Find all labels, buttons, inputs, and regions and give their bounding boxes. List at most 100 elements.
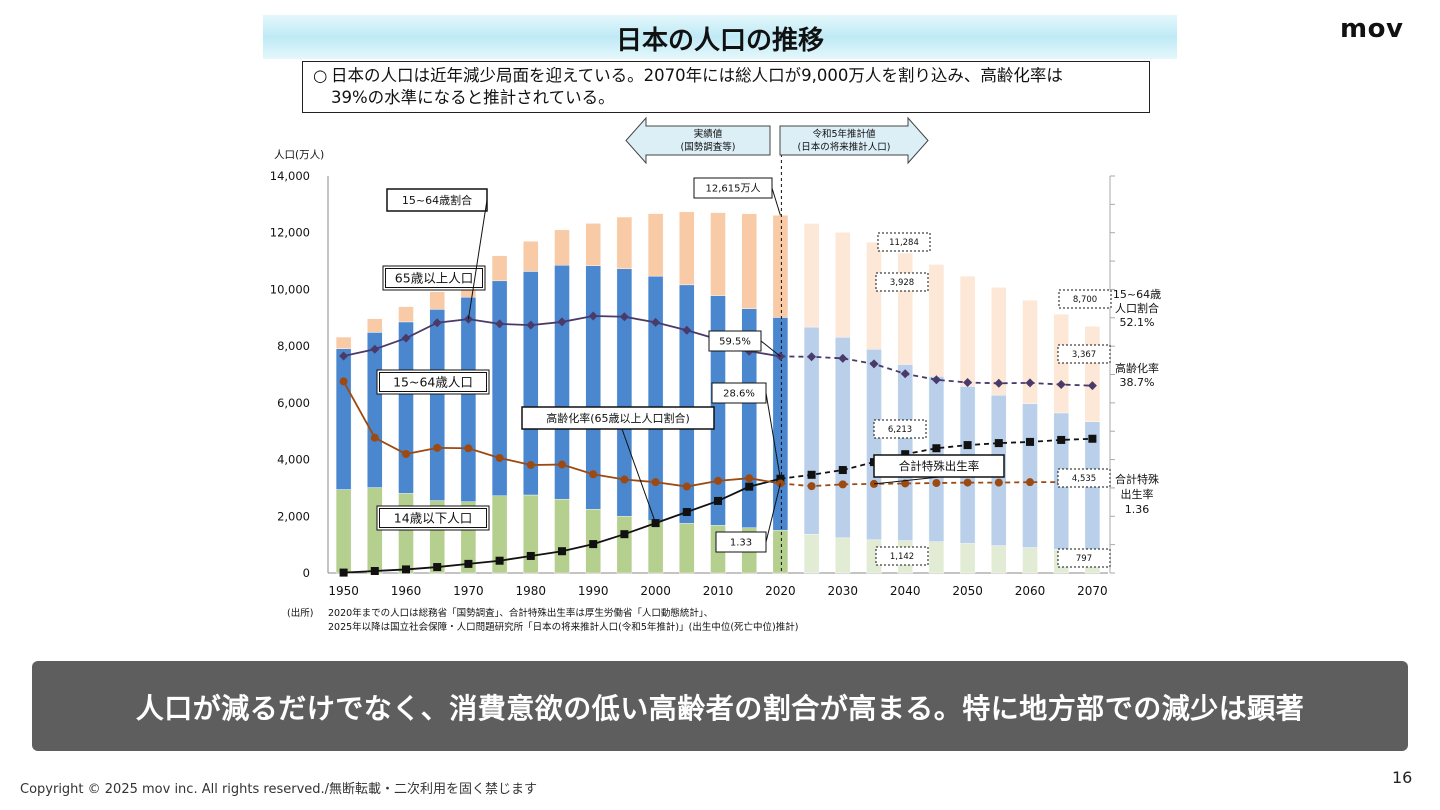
y-tick-label: 2,000 [277,509,310,523]
working-2040-label: 6,213 [888,425,912,435]
total-2070-label: 8,700 [1073,295,1097,305]
aging-2020-leader-line [765,392,781,479]
summary-line-1: 日本の人口は近年減少局面を迎えている。2070年には総人口が9,000万人を割り… [331,66,1063,85]
aging-name-label-box [521,406,715,430]
aging-rate-point [901,450,910,459]
ratio-15-64-point [432,318,442,328]
tfr-point [901,479,910,488]
tfr-point [433,443,442,452]
tfr-point [807,482,816,491]
x-tick-label: 2040 [890,584,921,598]
ratio-15-64-point [1056,379,1066,389]
tfr-point [1026,478,1034,487]
aging-rate-point [963,441,972,450]
ratio-15-64-point [682,325,692,335]
bar-working [772,317,789,531]
bar-young [1022,547,1038,574]
bar-elderly [803,223,820,328]
bar-elderly [928,264,945,377]
tfr-leader-line [873,476,940,485]
elderly-2070-label-box [1057,344,1111,364]
aging-2020-label: 28.6% [723,389,755,400]
tfr-point [526,461,535,469]
tfr-point [464,444,473,453]
bar-young [398,493,414,574]
copyright: Copyright © 2025 mov inc. All rights res… [20,782,538,797]
ratio-15-64-point [994,378,1004,388]
tfr-point [932,479,941,488]
tfr-point [963,478,972,487]
aging-rate-point [495,556,504,565]
young-name-label-inner-box [379,508,487,528]
y-tick-label: 14,000 [270,169,310,183]
bar-elderly [710,212,726,296]
bar-elderly [772,215,789,318]
bar-elderly [897,252,913,365]
bar-working [335,348,352,490]
bar-elderly [1022,300,1038,404]
tfr-point [370,433,379,442]
message-banner: 人口が減るだけでなく、消費意欲の低い高齢者の割合が高まる。特に地方部での減少は顕… [32,661,1408,751]
total-2070-label-box [1058,289,1112,309]
aging-leader-line [621,428,657,524]
x-tick-label: 2060 [1015,584,1046,598]
aging-rate-point [589,540,598,549]
page-number: 16 [1392,768,1413,787]
bar-working [367,332,383,488]
elderly-name-label-box [382,265,486,291]
source-line-2: 2025年以降は国立社会保障・人口問題研究所「日本の将来推計人口(令和5年推計)… [328,621,798,633]
bar-elderly [679,211,695,286]
y-tick-label: 12,000 [270,226,310,240]
aging-rate-point [1026,437,1034,446]
ratio-15-64-point [651,317,661,327]
ratio-leader-line [467,199,488,320]
bar-young [554,498,570,574]
working-2070-label-box [1057,468,1111,488]
tfr-point [495,453,504,462]
tfr-point [745,474,754,483]
bar-elderly [585,223,601,266]
aging-rate-line-projection [780,437,1093,480]
young-name-label-box [376,505,490,531]
bar-young [679,523,695,574]
actual-sub-label: (国勢調査等) [681,141,736,153]
tfr-2020-label: 1.33 [730,538,752,549]
x-tick-label: 2020 [765,584,796,598]
working-name-label-inner-box [379,372,487,392]
ratio-15-64-point [931,375,941,385]
elderly-2070-label: 3,367 [1072,350,1096,360]
x-tick-label: 2050 [952,584,983,598]
aging-rate-point [526,551,535,560]
bar-working [429,309,445,501]
ratio-15-64-point [495,319,505,329]
ratio-15-64-point [963,378,973,388]
aging-rate-point [1057,435,1066,444]
young-2040-label: 1,142 [890,552,914,562]
ratio-2020-label: 59.5% [719,337,751,348]
bar-young [616,516,633,574]
right-tfr-label-2: 出生率 [1121,487,1154,501]
aging-name-label: 高齢化率(65歳以上人口割合) [546,411,690,425]
tfr-point [651,478,660,487]
right-ratio-value: 52.1% [1120,316,1155,329]
aging-rate-point [1088,434,1097,443]
population-chart: 人口(万人) 0 2,000 4,000 6,000 8,000 10,000 12,000 1… [270,116,1161,633]
bar-elderly [429,291,445,310]
bar-working [1022,403,1038,548]
tfr-point [682,482,691,491]
bar-elderly [616,216,633,270]
total-2020-label: 12,615万人 [706,183,761,195]
aging-rate-point [402,565,410,574]
tfr-name-label: 合計特殊出生率 [899,459,980,473]
bar-elderly [866,242,882,350]
x-tick-label: 1990 [578,584,609,598]
ratio-15-64-point [370,344,380,354]
bar-young [959,543,976,574]
right-aging-value: 38.7% [1120,376,1155,389]
total-2040-label-box [877,232,931,252]
ratio-15-64-point [1087,381,1097,391]
aging-rate-point [838,466,847,475]
x-tick-label: 1950 [328,584,359,598]
tfr-2020-leader-line [765,483,781,543]
bar-elderly [1084,326,1101,422]
